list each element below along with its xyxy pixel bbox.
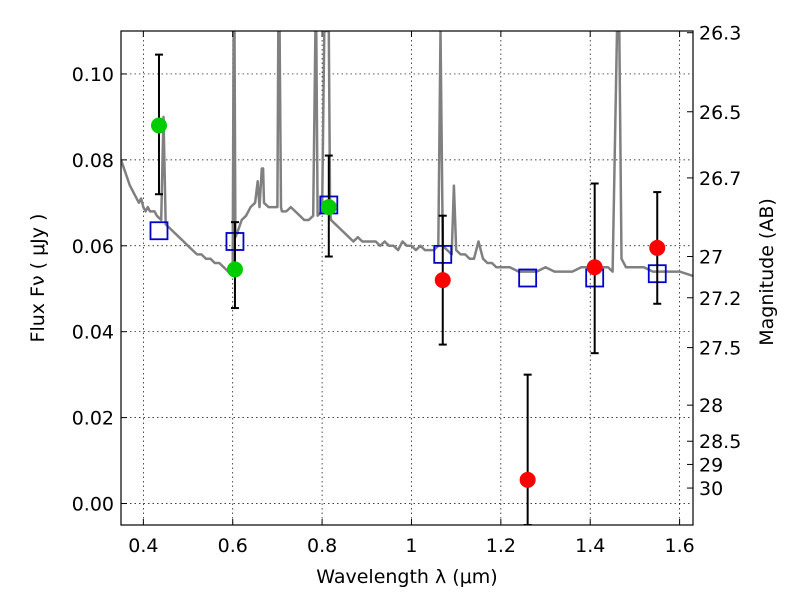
y-tick-label: 0.06 [72, 236, 114, 258]
red-data-point [519, 471, 536, 488]
red-data-point [649, 239, 666, 256]
x-tick-label: 0.6 [218, 535, 248, 557]
y-tick-label: 0.08 [72, 150, 114, 172]
model-flux-box [518, 268, 538, 288]
right-tick-label: 27 [699, 247, 723, 269]
red-data-point [586, 259, 603, 276]
green-data-point [226, 261, 243, 278]
ticks [121, 31, 693, 525]
x-tick-label: 0.4 [128, 535, 158, 557]
x-tick-label: 1.6 [664, 535, 694, 557]
green-data-point [320, 199, 337, 216]
right-tick-label: 27.2 [699, 288, 741, 310]
right-tick-label: 29 [699, 454, 723, 476]
x-tick-label: 0.8 [307, 535, 337, 557]
right-tick-label: 26.3 [699, 23, 741, 45]
green-data-point [150, 117, 167, 134]
right-tick-label: 28 [699, 395, 723, 417]
x-tick-label: 1.4 [575, 535, 605, 557]
y-axis-label-left: Flux Fν ( μJy ) [27, 214, 49, 343]
right-tick-label: 27.5 [699, 338, 741, 360]
model-flux-box [149, 221, 169, 241]
tick-labels: 0.4 0.6 0.8 1 1.2 1.4 1.6 0.00 0.02 0.04 0.06 0.08 0… [72, 23, 742, 557]
series-layer [121, 31, 693, 525]
y-axis-label-right: Magnitude (AB) [756, 198, 778, 346]
right-tick-label: 28.5 [699, 431, 741, 453]
red-data-point [434, 272, 451, 289]
right-tick-label: 30 [699, 478, 723, 500]
plot-area [121, 31, 693, 525]
right-tick-label: 26.5 [699, 102, 741, 124]
right-tick-label: 26.7 [699, 168, 741, 190]
x-tick-label: 1 [405, 535, 417, 557]
x-axis-label: Wavelength λ (μm) [316, 566, 497, 588]
x-tick-label: 1.2 [486, 535, 516, 557]
y-tick-label: 0.00 [72, 494, 114, 516]
y-tick-label: 0.02 [72, 408, 114, 430]
plot-background [121, 31, 693, 525]
y-tick-label: 0.10 [72, 64, 114, 86]
plot-frame [120, 30, 694, 526]
y-tick-label: 0.04 [72, 322, 114, 344]
